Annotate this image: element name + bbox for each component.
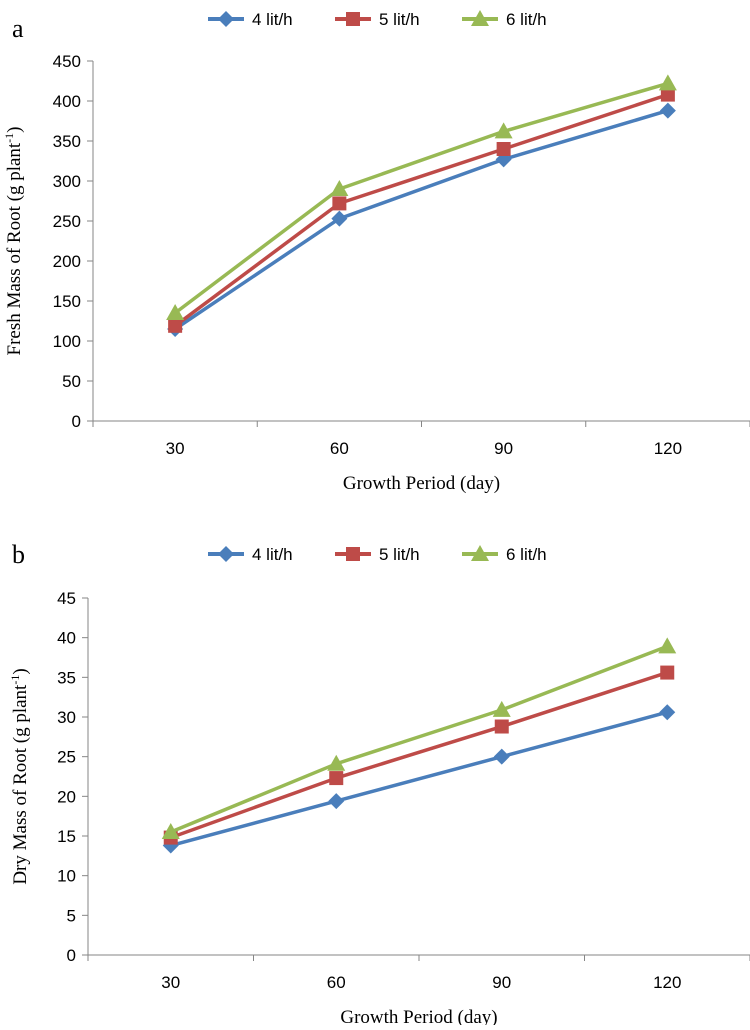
x-tick-label: 60 [330, 439, 349, 458]
y-tick-label: 10 [57, 867, 76, 886]
x-tick-label: 120 [653, 973, 681, 992]
chart-b-svg: 4 lit/h 5 lit/h 6 lit/h 0 5 10 15 20 25 30 35 40 45 3… [8, 545, 750, 1028]
series-line [174, 108, 669, 331]
legend: 4 lit/h 5 lit/h 6 lit/h [208, 10, 547, 29]
data-point [494, 122, 513, 139]
data-point [660, 665, 675, 680]
y-tick-label: 20 [57, 787, 76, 806]
x-tick-label: 30 [166, 439, 185, 458]
y-tick-label: 45 [57, 589, 76, 608]
y-tick-label: 200 [53, 252, 81, 271]
legend-marker [218, 11, 234, 27]
y-tick-label: 15 [57, 827, 76, 846]
x-tick-label: 60 [327, 973, 346, 992]
legend-label: 4 lit/h [252, 10, 293, 29]
y-tick-label: 50 [62, 372, 81, 391]
legend-item: 6 lit/h [462, 10, 547, 29]
chart-a-svg: 4 lit/h 5 lit/h 6 lit/h 0 50 100 150 200 250 300 3… [2, 10, 750, 494]
data-point [659, 102, 676, 119]
data-point [660, 87, 675, 102]
data-point [496, 142, 511, 156]
chart-panel-b: b 4 lit/h 5 lit/h 6 lit/h 0 5 10 15 20 25 30 35 40 4… [0, 530, 750, 1028]
series-2 [168, 87, 675, 333]
data-point [658, 74, 677, 91]
x-tick-label: 120 [654, 439, 682, 458]
legend-item: 5 lit/h [335, 545, 420, 564]
x-tick-label: 90 [494, 439, 513, 458]
y-tick-label: 0 [72, 412, 81, 431]
series-3 [166, 74, 677, 320]
legend-label: 4 lit/h [252, 545, 293, 564]
panel-label-a: a [12, 14, 24, 43]
legend-marker [346, 12, 360, 26]
series-3 [161, 637, 677, 840]
series-1 [162, 704, 676, 854]
y-tick-label: 350 [53, 132, 81, 151]
data-point [161, 823, 180, 840]
y-axis-label: Fresh Mass of Root (g plant-1) [2, 126, 25, 355]
data-point [494, 719, 509, 734]
x-tick-label: 30 [161, 973, 180, 992]
data-point [166, 304, 185, 320]
series-2 [163, 665, 675, 845]
series-line [174, 81, 669, 315]
data-point [168, 318, 183, 333]
data-point [328, 793, 345, 810]
legend-marker [218, 546, 234, 562]
y-tick-label: 25 [57, 748, 76, 767]
data-point [659, 704, 676, 721]
x-axis-label: Growth Period (day) [343, 473, 500, 494]
series-line [174, 92, 669, 328]
y-tick-label: 30 [57, 708, 76, 727]
y-tick-label: 450 [53, 52, 81, 71]
data-point [493, 748, 510, 765]
data-point [327, 754, 346, 771]
legend-label: 5 lit/h [379, 10, 420, 29]
data-point [330, 180, 349, 196]
y-tick-label: 0 [67, 946, 76, 965]
x-tick-label: 90 [492, 973, 511, 992]
series-1 [167, 102, 676, 337]
data-point [492, 700, 511, 717]
y-tick-label: 5 [67, 906, 76, 925]
y-tick-label: 40 [57, 629, 76, 648]
y-axis-label: Dry Mass of Root (g plant-1) [8, 668, 31, 884]
data-point [658, 637, 677, 654]
legend-marker [471, 10, 489, 26]
y-tick-label: 35 [57, 668, 76, 687]
legend-label: 6 lit/h [506, 545, 547, 564]
data-point [332, 196, 347, 211]
series-line [170, 670, 668, 840]
legend: 4 lit/h 5 lit/h 6 lit/h [208, 545, 547, 564]
y-tick-label: 100 [53, 332, 81, 351]
data-point [331, 210, 348, 227]
y-tick-label: 400 [53, 92, 81, 111]
legend-label: 6 lit/h [506, 10, 547, 29]
legend-marker [346, 547, 360, 561]
legend-item: 4 lit/h [208, 10, 293, 29]
y-tick-label: 250 [53, 212, 81, 231]
y-tick-label: 150 [53, 292, 81, 311]
x-axis-label: Growth Period (day) [340, 1007, 497, 1025]
chart-panel-a: a 4 lit/h 5 lit/h 6 lit/h 0 50 100 150 200 250 30… [0, 0, 750, 505]
panel-label-b: b [12, 540, 25, 569]
data-point [329, 771, 344, 786]
legend-item: 5 lit/h [335, 10, 420, 29]
legend-item: 6 lit/h [462, 545, 547, 564]
series-line [170, 710, 668, 848]
legend-label: 5 lit/h [379, 545, 420, 564]
y-tick-label: 300 [53, 172, 81, 191]
series-line [170, 644, 668, 834]
legend-item: 4 lit/h [208, 545, 293, 564]
legend-marker [471, 545, 489, 561]
